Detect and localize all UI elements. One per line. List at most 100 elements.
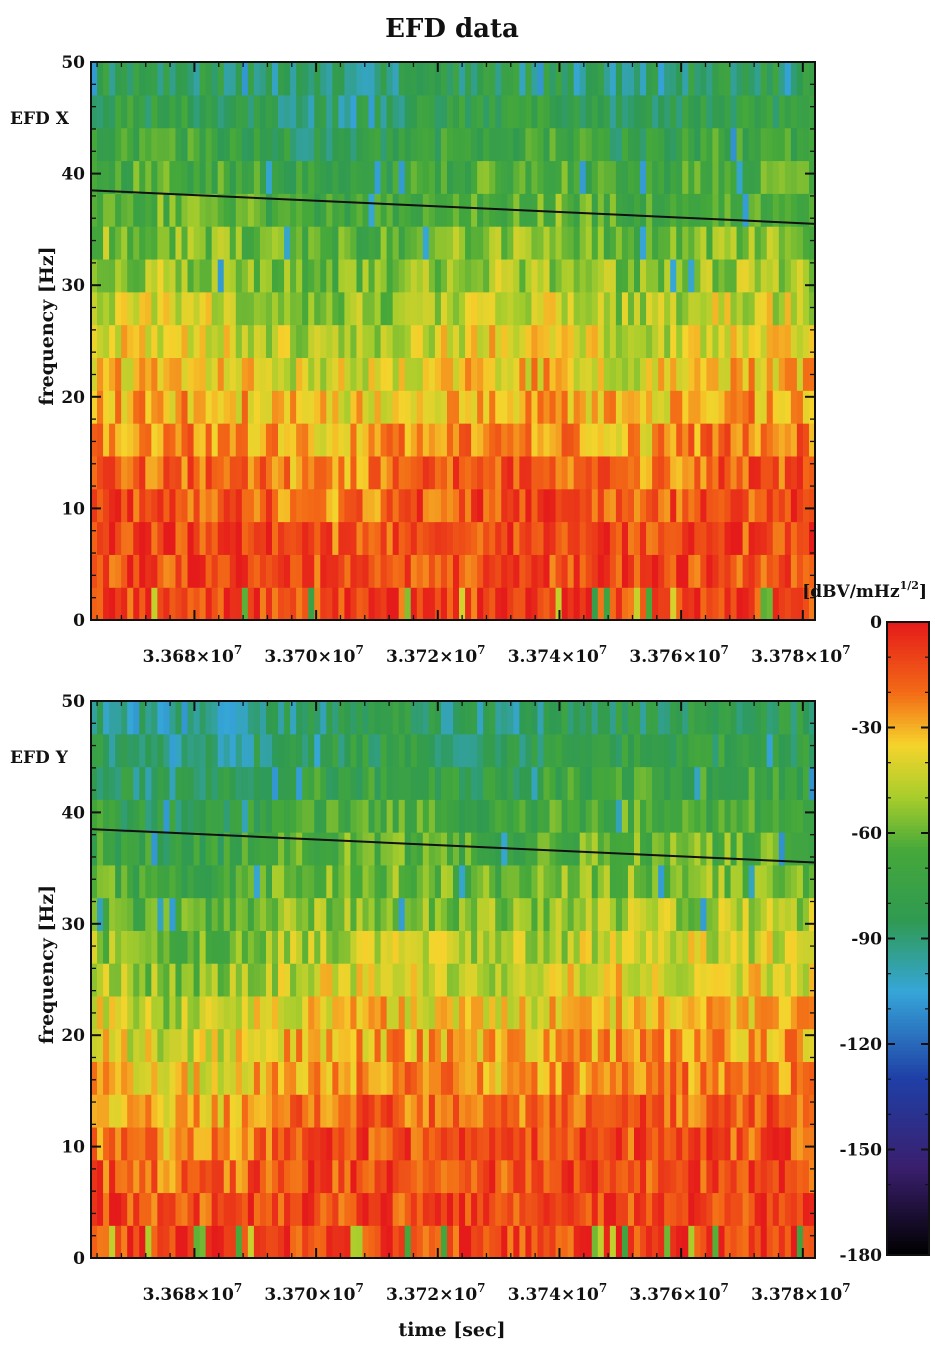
heatmap-cell xyxy=(199,160,207,194)
heatmap-cell xyxy=(730,995,738,1030)
heatmap-cell xyxy=(676,799,683,833)
heatmap-cell xyxy=(471,554,478,588)
heatmap-cell xyxy=(169,1159,177,1194)
heatmap-cell xyxy=(712,1159,720,1194)
heatmap-cell xyxy=(296,258,303,293)
heatmap-cell xyxy=(344,357,352,391)
heatmap-cell xyxy=(247,864,255,899)
heatmap-cell xyxy=(694,1159,701,1194)
heatmap-cell xyxy=(422,799,430,833)
heatmap-cell xyxy=(157,291,164,326)
heatmap-cell xyxy=(241,488,249,523)
y-tick-label: 50 xyxy=(61,692,85,712)
heatmap-cell xyxy=(115,193,122,227)
heatmap-cell xyxy=(320,521,327,555)
heatmap-cell xyxy=(175,1159,183,1194)
heatmap-cell xyxy=(175,324,183,359)
heatmap-cell xyxy=(778,1126,786,1161)
heatmap-cell xyxy=(489,455,496,490)
heatmap-cell xyxy=(748,554,756,588)
heatmap-cell xyxy=(127,733,134,768)
heatmap-cell xyxy=(483,1094,490,1128)
heatmap-cell xyxy=(217,324,225,359)
heatmap-cell xyxy=(471,1061,478,1095)
heatmap-cell xyxy=(736,554,744,588)
heatmap-cell xyxy=(549,160,557,194)
heatmap-cell xyxy=(465,62,472,96)
heatmap-cell xyxy=(175,390,183,424)
heatmap-cell xyxy=(688,390,695,424)
heatmap-cell xyxy=(688,455,695,490)
heatmap-cell xyxy=(501,160,508,194)
heatmap-cell xyxy=(465,94,472,129)
heatmap-cell xyxy=(145,226,152,260)
heatmap-cell xyxy=(634,193,641,227)
heatmap-cell xyxy=(368,1094,376,1128)
heatmap-cell xyxy=(688,799,695,833)
heatmap-cell xyxy=(91,455,98,490)
heatmap-cell xyxy=(555,1094,563,1128)
heatmap-cell xyxy=(658,455,665,490)
heatmap-cell xyxy=(223,94,231,129)
heatmap-cell xyxy=(790,258,798,293)
heatmap-cell xyxy=(235,488,243,523)
heatmap-cell xyxy=(284,587,291,621)
heatmap-cell xyxy=(609,324,617,359)
heatmap-cell xyxy=(229,1061,237,1095)
heatmap-cell xyxy=(634,226,641,260)
heatmap-cell xyxy=(265,423,273,457)
heatmap-cell xyxy=(579,554,587,588)
heatmap-cell xyxy=(205,766,213,800)
heatmap-cell xyxy=(477,455,484,490)
heatmap-cell xyxy=(549,1028,557,1063)
heatmap-cell xyxy=(187,554,195,588)
heatmap-cell xyxy=(796,455,804,490)
heatmap-cell xyxy=(115,94,122,129)
heatmap-cell xyxy=(284,94,291,129)
heatmap-cell xyxy=(272,995,279,1030)
heatmap-cell xyxy=(416,423,424,457)
heatmap-cell xyxy=(103,995,110,1030)
heatmap-cell xyxy=(567,995,575,1030)
heatmap-cell xyxy=(320,995,327,1030)
heatmap-cell xyxy=(290,587,297,621)
heatmap-cell xyxy=(380,455,388,490)
heatmap-cell xyxy=(139,127,146,162)
heatmap-cell xyxy=(537,291,545,326)
heatmap-cell xyxy=(519,995,526,1030)
heatmap-cell xyxy=(784,423,792,457)
colorbar-step xyxy=(887,949,929,954)
heatmap-cell xyxy=(235,733,243,768)
heatmap-cell xyxy=(247,1225,255,1259)
heatmap-cell xyxy=(784,1126,792,1161)
heatmap-cell xyxy=(453,226,460,260)
heatmap-cell xyxy=(386,423,394,457)
heatmap-cell xyxy=(422,897,430,931)
heatmap-cell xyxy=(97,357,104,391)
heatmap-cell xyxy=(175,1225,183,1259)
heatmap-cell xyxy=(664,127,671,162)
heatmap-cell xyxy=(682,193,689,227)
heatmap-cell xyxy=(700,963,707,997)
heatmap-cell xyxy=(344,390,352,424)
heatmap-cell xyxy=(97,521,104,555)
heatmap-cell xyxy=(115,1192,122,1226)
colorbar-step xyxy=(887,857,929,862)
heatmap-cell xyxy=(362,226,370,260)
heatmap-cell xyxy=(754,291,762,326)
heatmap-cell xyxy=(109,423,116,457)
heatmap-cell xyxy=(368,226,376,260)
heatmap-cell xyxy=(784,1094,792,1128)
heatmap-cell xyxy=(519,1225,526,1259)
heatmap-cell xyxy=(603,864,611,899)
heatmap-cell xyxy=(477,357,484,391)
heatmap-cell xyxy=(247,1061,255,1095)
heatmap-cell xyxy=(272,62,279,96)
heatmap-cell xyxy=(579,324,587,359)
colorbar-step xyxy=(887,1156,929,1161)
heatmap-cell xyxy=(247,799,255,833)
heatmap-cell xyxy=(706,455,714,490)
heatmap-cell xyxy=(640,1159,647,1194)
heatmap-cell xyxy=(664,995,671,1030)
heatmap-cell xyxy=(422,62,430,96)
